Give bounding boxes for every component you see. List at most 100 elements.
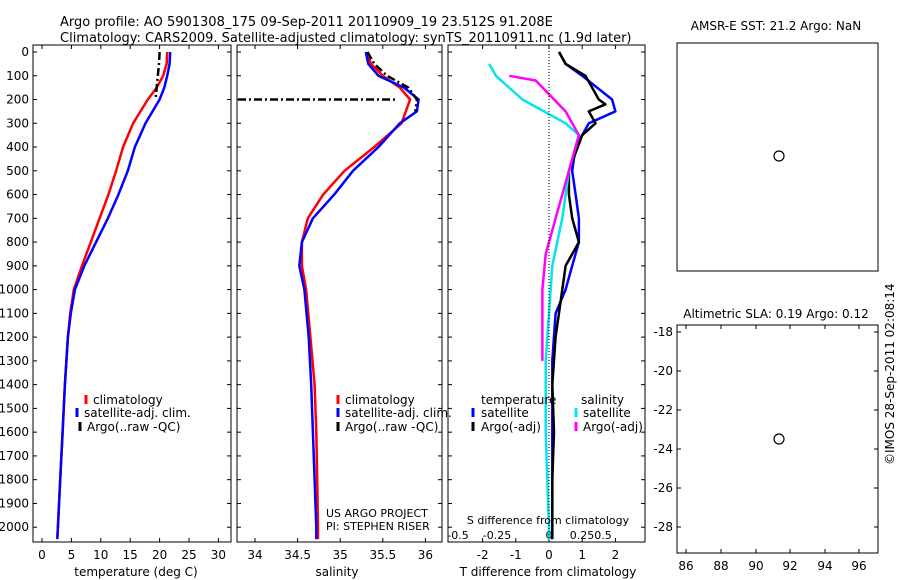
map-cell — [886, 522, 895, 531]
map-cell — [771, 341, 780, 350]
map-cell — [829, 341, 838, 350]
map-cell — [763, 382, 772, 391]
x-tick-label: -1 — [510, 548, 522, 562]
map-cell — [837, 546, 846, 555]
map-cell — [845, 448, 854, 457]
legend-s-satellite: satellite — [583, 406, 631, 420]
map-cell — [821, 358, 830, 367]
map-cell — [812, 325, 821, 334]
map-cell — [796, 366, 805, 375]
depth-tick-label: 300 — [6, 116, 29, 130]
map-cell — [780, 333, 789, 342]
map-cell — [796, 473, 805, 482]
map-cell — [804, 505, 813, 514]
map-cell — [771, 391, 780, 400]
x-tick-label: 0 — [545, 548, 553, 562]
map-cell — [862, 481, 871, 490]
map-cell — [870, 505, 879, 514]
map-cell — [853, 432, 862, 441]
map-cell — [862, 415, 871, 424]
temperature-plot-frame — [32, 44, 232, 543]
map-cell — [829, 333, 838, 342]
depth-tick-label: 1300 — [0, 354, 29, 368]
map-cell — [845, 407, 854, 416]
map-cell — [796, 505, 805, 514]
map-cell — [763, 341, 772, 350]
map-y-tick-label: -24 — [653, 442, 673, 456]
sst-map-frame — [676, 42, 879, 272]
x-tick-label: 5 — [68, 548, 76, 562]
map-cell — [853, 399, 862, 408]
map-cell — [812, 546, 821, 555]
s-difference-tick-label: 0.5 — [594, 529, 612, 542]
map-x-tick-label: 96 — [851, 559, 866, 573]
map-cell — [812, 497, 821, 506]
map-x-tick-label: 90 — [748, 559, 763, 573]
map-cell — [780, 505, 789, 514]
map-cell — [821, 481, 830, 490]
map-cell — [812, 481, 821, 490]
map-cell — [829, 432, 838, 441]
map-x-tick-label: 92 — [782, 559, 797, 573]
map-cell — [870, 546, 879, 555]
map-cell — [771, 432, 780, 441]
map-cell — [812, 407, 821, 416]
map-cell — [796, 489, 805, 498]
map-cell — [788, 432, 797, 441]
map-cell — [804, 374, 813, 383]
map-cell — [755, 456, 764, 465]
map-cell — [763, 391, 772, 400]
map-cell — [870, 456, 879, 465]
x-tick-label: 15 — [123, 548, 138, 562]
map-cell — [845, 432, 854, 441]
legend-satellite: satellite-adj. clim. — [84, 406, 191, 420]
map-cell — [755, 505, 764, 514]
map-cell — [837, 391, 846, 400]
map-cell — [755, 366, 764, 375]
map-cell — [829, 522, 838, 531]
salinity-legend: climatology satellite-adj. clim. Argo(..… — [326, 393, 452, 533]
map-cell — [870, 473, 879, 482]
series-line-salinity-satellite — [488, 63, 581, 540]
map-cell — [837, 440, 846, 449]
map-cell — [796, 382, 805, 391]
legend-climatology: climatology — [93, 393, 163, 407]
map-cell — [763, 514, 772, 523]
map-y-tick-label: -22 — [653, 403, 673, 417]
map-cell — [804, 448, 813, 457]
map-cell — [853, 505, 862, 514]
map-cell — [837, 407, 846, 416]
map-cell — [829, 391, 838, 400]
map-cell — [763, 374, 772, 383]
map-cell — [771, 415, 780, 424]
map-cell — [829, 546, 838, 555]
map-cell — [878, 522, 887, 531]
map-cell — [812, 358, 821, 367]
sst-map-axes: 86 88 90 92 94 96 -18 -20 -22 -24 -26 -28 — [653, 325, 878, 573]
map-cell — [771, 505, 780, 514]
map-cell — [755, 341, 764, 350]
map-cell — [812, 333, 821, 342]
map-cell — [780, 489, 789, 498]
map-cell — [829, 366, 838, 375]
x-tick-label: 0 — [38, 548, 46, 562]
map-cell — [862, 366, 871, 375]
map-cell — [804, 489, 813, 498]
map-cell — [870, 522, 879, 531]
imos-credit: ©IMOS 28-Sep-2011 02:08:14 — [883, 283, 897, 465]
temperature-series — [56, 51, 172, 540]
map-cell — [845, 481, 854, 490]
map-cell — [862, 399, 871, 408]
map-cell — [763, 522, 772, 531]
s-difference-tick-label: -0.5 — [447, 529, 468, 542]
map-cell — [788, 423, 797, 432]
map-cell — [804, 546, 813, 555]
map-cell — [829, 464, 838, 473]
map-cell — [821, 505, 830, 514]
map-cell — [788, 473, 797, 482]
map-cell — [780, 423, 789, 432]
map-cell — [812, 473, 821, 482]
map-cell — [755, 522, 764, 531]
x-tick-label: 34 — [247, 548, 262, 562]
depth-tick-label: 400 — [6, 140, 29, 154]
